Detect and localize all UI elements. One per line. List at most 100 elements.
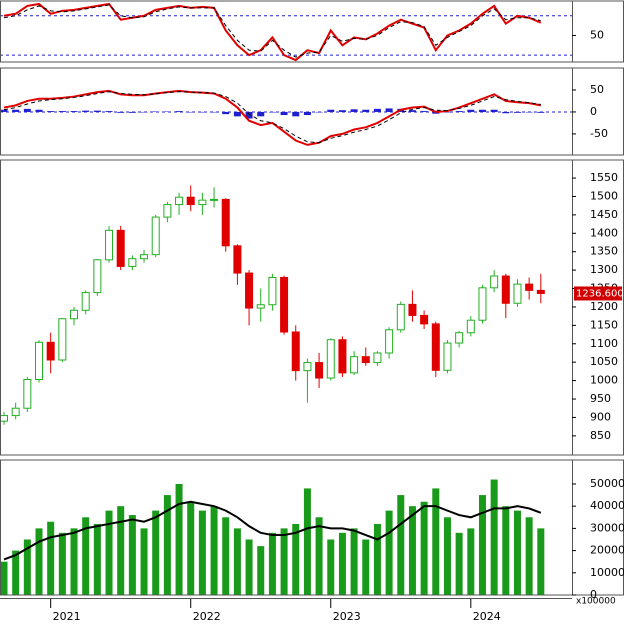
candle-body	[513, 283, 522, 304]
bar	[537, 528, 545, 595]
candle-body	[525, 283, 534, 291]
series-line	[3, 2, 542, 62]
candle-body	[466, 319, 475, 334]
bar	[47, 111, 55, 112]
bar	[525, 111, 533, 113]
candle-body	[326, 339, 335, 379]
bar	[198, 510, 206, 595]
y-tick-label: 1450	[590, 208, 618, 221]
bar	[117, 111, 125, 113]
y-tick-label: 50	[590, 28, 604, 41]
candle-body	[431, 323, 440, 371]
bar	[467, 109, 475, 112]
candle-body	[350, 356, 359, 374]
bar	[187, 111, 195, 113]
y-tick-label: 10000	[590, 566, 624, 579]
candle-body	[105, 229, 114, 261]
candle-body	[128, 258, 137, 267]
bar	[385, 108, 393, 112]
bar	[490, 109, 498, 112]
bar	[502, 111, 510, 114]
bar	[502, 506, 510, 595]
bar	[210, 506, 218, 595]
bar	[222, 517, 230, 595]
y-tick-label: 1000	[590, 374, 618, 387]
bar	[175, 483, 183, 595]
bar	[315, 517, 323, 595]
bar	[93, 523, 101, 595]
bar	[478, 109, 486, 112]
bar	[268, 111, 276, 113]
series-line	[3, 500, 542, 561]
y-tick-label: 1050	[590, 355, 618, 368]
candle-body	[385, 329, 394, 354]
bar	[0, 561, 8, 595]
bar	[537, 111, 545, 113]
bar	[408, 506, 416, 595]
candle-body	[408, 303, 417, 316]
bar	[35, 109, 43, 112]
y-tick-label: 1500	[590, 189, 618, 202]
candle-body	[455, 332, 464, 344]
bar	[257, 546, 265, 595]
x-tick-label: 2024	[473, 610, 501, 623]
bar	[443, 111, 451, 113]
bar	[152, 111, 160, 112]
bar	[338, 110, 346, 112]
y-tick-label: 30000	[590, 521, 624, 534]
candle-body	[245, 272, 254, 309]
y-tick-label: 40000	[590, 499, 624, 512]
bar	[455, 111, 463, 112]
bar	[327, 109, 335, 112]
y-tick-label: 1350	[590, 245, 618, 258]
x-tick-label: 2022	[193, 610, 221, 623]
candle-body	[396, 303, 405, 331]
x-tick-label: 2023	[333, 610, 361, 623]
bar	[362, 539, 370, 595]
bar	[373, 523, 381, 595]
bar	[140, 528, 148, 595]
bar	[280, 528, 288, 595]
candle-body	[501, 275, 510, 304]
bar	[373, 108, 381, 112]
bar	[35, 528, 43, 595]
bar	[210, 111, 218, 113]
bar	[350, 109, 358, 112]
panel	[0, 2, 572, 62]
bar	[397, 495, 405, 595]
bar	[152, 510, 160, 595]
bar	[525, 517, 533, 595]
series-line	[3, 4, 541, 58]
candle-body	[58, 318, 67, 361]
axis-frame	[572, 67, 624, 156]
bar	[128, 111, 136, 113]
candle-body	[198, 199, 207, 206]
candle-body	[303, 362, 312, 372]
y-tick-label: 20000	[590, 544, 624, 557]
candle-body	[11, 407, 20, 417]
candle-body	[280, 276, 289, 333]
bar	[467, 528, 475, 595]
candle-body	[151, 216, 160, 256]
candle-body	[70, 309, 79, 320]
bar	[420, 501, 428, 595]
bar	[82, 110, 90, 112]
y-tick-label: 0	[590, 105, 597, 118]
candle-body	[163, 204, 172, 218]
bar	[292, 523, 300, 595]
bar	[233, 111, 241, 117]
bar	[245, 111, 253, 119]
candle-body	[81, 292, 90, 311]
y-tick-label: 850	[590, 429, 611, 442]
bar	[117, 506, 125, 595]
bar	[163, 111, 171, 112]
candle-body	[268, 276, 277, 306]
price-tag-label: 1236.600	[576, 288, 624, 299]
candle-body	[361, 356, 370, 364]
bar	[338, 532, 346, 595]
bar	[70, 111, 78, 112]
bar	[93, 110, 101, 112]
candle-body	[443, 342, 452, 371]
bar	[12, 109, 20, 112]
